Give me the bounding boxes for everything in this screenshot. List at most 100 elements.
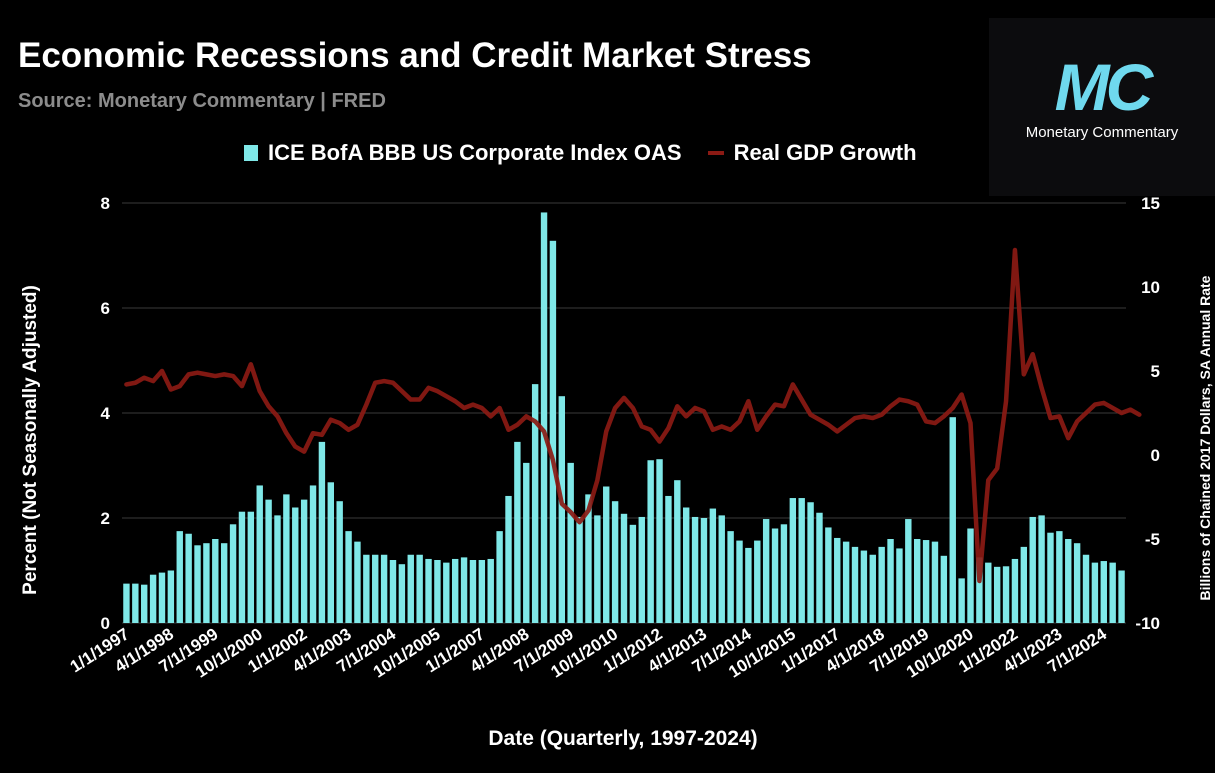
y2-axis-title: Billions of Chained 2017 Dollars, SA Ann… xyxy=(1197,275,1213,600)
oas-bar xyxy=(1002,566,1010,623)
oas-bar xyxy=(327,482,334,623)
oas-bar xyxy=(1047,532,1054,623)
oas-bar xyxy=(603,486,610,623)
oas-bars xyxy=(123,212,1125,624)
legend-label-gdp: Real GDP Growth xyxy=(733,140,917,165)
legend-item-oas: ICE BofA BBB US Corporate Index OAS xyxy=(244,140,682,166)
oas-bar xyxy=(194,545,201,623)
oas-bar xyxy=(985,562,992,624)
legend-item-gdp: Real GDP Growth xyxy=(682,140,917,166)
legend-swatch-gdp xyxy=(707,151,724,155)
oas-bar xyxy=(345,531,352,624)
oas-bar xyxy=(380,554,388,623)
oas-bar xyxy=(638,516,645,623)
oas-bar xyxy=(451,558,459,623)
oas-bar xyxy=(300,499,308,624)
oas-bar xyxy=(203,543,210,623)
oas-bar xyxy=(674,480,681,623)
oas-bar xyxy=(1082,554,1090,623)
chart-title: Economic Recessions and Credit Market St… xyxy=(18,36,812,75)
oas-bar xyxy=(647,460,654,623)
oas-bar xyxy=(229,524,237,623)
oas-bar xyxy=(976,557,983,624)
oas-bar xyxy=(931,541,939,624)
oas-bar xyxy=(736,540,743,623)
oas-bar xyxy=(940,555,948,623)
oas-bar xyxy=(860,550,868,623)
oas-bar xyxy=(816,512,823,623)
oas-bar xyxy=(745,547,752,623)
oas-bar xyxy=(167,570,175,623)
oas-bar xyxy=(292,507,299,623)
oas-bar xyxy=(851,546,859,624)
oas-bar xyxy=(238,511,246,623)
oas-bar xyxy=(683,507,690,623)
oas-bar xyxy=(220,543,228,623)
oas-bar xyxy=(487,558,494,623)
oas-bar xyxy=(540,212,548,623)
left-axis-ticks: 0 2 4 6 8 xyxy=(101,194,111,633)
oas-bar xyxy=(1100,561,1107,623)
oas-bar xyxy=(1091,562,1099,624)
oas-bar xyxy=(656,459,663,623)
oas-bar xyxy=(123,583,130,624)
oas-bar xyxy=(309,485,317,623)
oas-bar xyxy=(620,513,628,623)
oas-bar xyxy=(531,384,539,624)
oas-bar xyxy=(869,554,876,623)
logo-monogram: MC xyxy=(1054,50,1154,124)
oas-bar xyxy=(842,541,850,624)
chart-subtitle: Source: Monetary Commentary | FRED xyxy=(18,90,386,112)
oas-bar xyxy=(585,494,592,624)
oas-bar xyxy=(1109,562,1116,624)
oas-bar xyxy=(443,562,450,624)
logo: MC Monetary Commentary xyxy=(989,18,1215,196)
legend-swatch-oas xyxy=(244,145,258,161)
oas-bar xyxy=(523,462,530,624)
y2-tick-label: 15 xyxy=(1141,194,1160,213)
oas-bar xyxy=(469,560,477,623)
oas-bar xyxy=(771,528,779,623)
oas-bar xyxy=(1038,515,1045,624)
oas-bar xyxy=(1073,543,1081,623)
gdp-line xyxy=(124,247,1142,584)
oas-bar xyxy=(141,584,148,623)
oas-bar xyxy=(1020,546,1028,624)
oas-bar xyxy=(505,495,512,623)
oas-bar xyxy=(665,495,672,623)
y2-tick-label: -5 xyxy=(1145,530,1160,549)
oas-bar xyxy=(318,441,326,624)
oas-bar xyxy=(958,578,965,624)
oas-bar xyxy=(1011,558,1019,623)
x-axis-title: Date (Quarterly, 1997-2024) xyxy=(488,727,757,750)
oas-bar xyxy=(354,541,361,624)
oas-bar xyxy=(274,515,281,624)
oas-bar xyxy=(993,566,1001,623)
oas-bar xyxy=(887,539,894,623)
oas-bar xyxy=(1065,539,1072,623)
oas-bar xyxy=(247,511,255,623)
oas-bar xyxy=(149,574,157,623)
oas-bar xyxy=(558,396,566,623)
oas-bar xyxy=(700,518,708,623)
oas-bar xyxy=(780,524,788,623)
oas-bar xyxy=(789,498,797,623)
oas-bar xyxy=(1029,516,1036,623)
y-tick-label: 8 xyxy=(101,194,110,213)
oas-bar xyxy=(283,494,290,624)
oas-bar xyxy=(158,572,166,623)
oas-bar xyxy=(709,508,717,623)
y-tick-label: 4 xyxy=(101,404,111,423)
oas-bar xyxy=(496,531,503,624)
y2-tick-label: 5 xyxy=(1151,362,1160,381)
oas-bar xyxy=(905,519,912,623)
oas-bar xyxy=(212,539,219,623)
oas-bar xyxy=(549,240,557,624)
oas-bar xyxy=(834,537,841,623)
y2-tick-label: -10 xyxy=(1135,614,1160,633)
oas-bar xyxy=(256,485,263,623)
gdp-line-group xyxy=(124,247,1142,584)
y-tick-label: 6 xyxy=(101,299,110,318)
oas-bar xyxy=(425,558,432,623)
